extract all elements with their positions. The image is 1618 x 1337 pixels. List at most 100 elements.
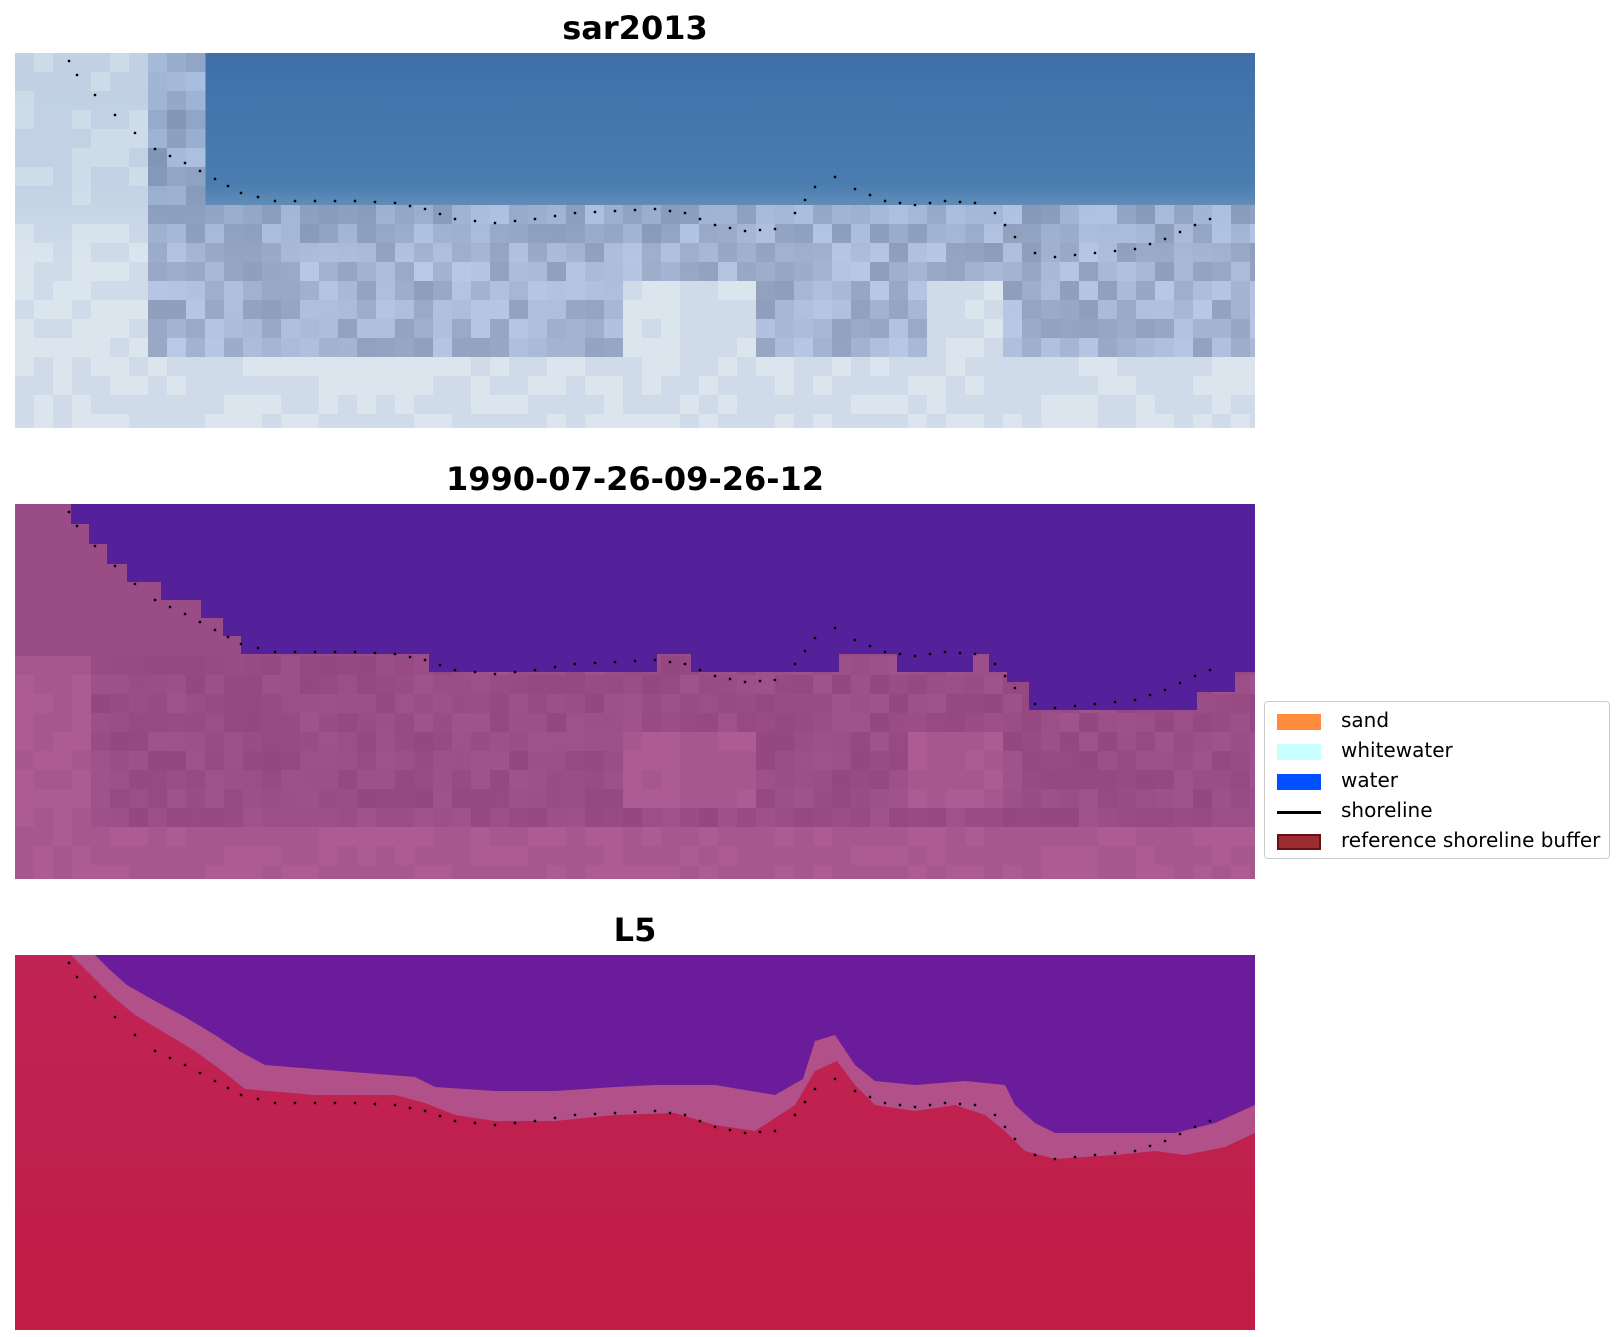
- raster-cell: [642, 243, 662, 263]
- raster-cell: [262, 770, 282, 790]
- raster-cell: [243, 770, 263, 790]
- shoreline-dot: [553, 1116, 557, 1120]
- raster-cell: [148, 827, 168, 847]
- raster-cell: [794, 281, 814, 301]
- raster-cell: [262, 732, 282, 752]
- raster-cell: [186, 395, 206, 415]
- raster-cell: [661, 376, 681, 396]
- raster-cell: [661, 414, 681, 428]
- raster-cell: [642, 338, 662, 358]
- raster-cell: [91, 338, 111, 358]
- raster-cell: [34, 865, 54, 879]
- raster-cell: [528, 376, 548, 396]
- raster-cell: [186, 148, 206, 168]
- raster-cell: [509, 675, 529, 695]
- raster-cell: [471, 338, 491, 358]
- raster-cell: [1193, 732, 1213, 752]
- raster-cell: [851, 262, 871, 282]
- raster-cell: [604, 751, 624, 771]
- raster-cell: [851, 656, 871, 676]
- raster-cell: [1250, 376, 1255, 396]
- raster-cell: [72, 91, 92, 111]
- raster-cell: [661, 319, 681, 339]
- raster-cell: [1098, 789, 1118, 809]
- raster-cell: [1193, 789, 1213, 809]
- raster-cell: [984, 675, 1004, 695]
- raster-cell: [338, 224, 358, 244]
- raster-cell: [53, 129, 73, 149]
- raster-cell: [357, 357, 377, 377]
- shoreline-dot: [1033, 1153, 1037, 1157]
- raster-cell: [1136, 865, 1156, 879]
- raster-cell: [680, 414, 700, 428]
- raster-cell: [148, 694, 168, 714]
- raster-cell: [832, 846, 852, 866]
- raster-cell: [870, 281, 890, 301]
- raster-cell: [1117, 751, 1137, 771]
- raster-cell: [243, 281, 263, 301]
- raster-cell: [889, 338, 909, 358]
- panel-title-2: 1990-07-26-09-26-12: [445, 460, 825, 498]
- shoreline-dot: [273, 650, 277, 654]
- raster-cell: [984, 789, 1004, 809]
- raster-cell: [737, 732, 757, 752]
- raster-cell: [15, 186, 35, 206]
- raster-cell: [528, 262, 548, 282]
- raster-cell: [813, 789, 833, 809]
- raster-cell: [566, 281, 586, 301]
- raster-cell: [889, 376, 909, 396]
- raster-cell: [1003, 770, 1023, 790]
- shoreline-dot: [183, 1063, 187, 1067]
- raster-cell: [851, 827, 871, 847]
- raster-cell: [224, 713, 244, 733]
- raster-cell: [1079, 789, 1099, 809]
- raster-cell: [300, 205, 320, 225]
- raster-cell: [1022, 789, 1042, 809]
- raster-cell: [813, 808, 833, 828]
- raster-cell: [604, 205, 624, 225]
- raster-cell: [15, 53, 35, 73]
- raster-cell: [148, 224, 168, 244]
- shoreline-dot: [1133, 698, 1137, 702]
- raster-cell: [1003, 281, 1023, 301]
- raster-cell: [908, 846, 928, 866]
- raster-cell: [319, 262, 339, 282]
- raster-cell: [1155, 319, 1175, 339]
- raster-cell: [1060, 713, 1080, 733]
- raster-cell: [946, 395, 966, 415]
- raster-cell: [15, 319, 35, 339]
- raster-cell: [794, 243, 814, 263]
- raster-cell: [452, 865, 472, 879]
- raster-cell: [794, 414, 814, 428]
- raster-cell: [395, 694, 415, 714]
- shoreline-dot: [168, 605, 172, 609]
- raster-cell: [224, 338, 244, 358]
- raster-cell: [604, 865, 624, 879]
- raster-cell: [1041, 376, 1061, 396]
- raster-cell: [1098, 808, 1118, 828]
- raster-cell: [984, 808, 1004, 828]
- raster-cell: [433, 376, 453, 396]
- raster-cell: [300, 751, 320, 771]
- raster-cell: [186, 129, 206, 149]
- raster-cell: [965, 281, 985, 301]
- raster-cell: [53, 338, 73, 358]
- shoreline-dot: [1033, 251, 1037, 255]
- shoreline-dot: [256, 195, 260, 199]
- raster-cell: [965, 205, 985, 225]
- raster-cell: [490, 319, 510, 339]
- raster-cell: [1060, 262, 1080, 282]
- raster-cell: [110, 827, 130, 847]
- raster-cell: [338, 694, 358, 714]
- raster-cell: [1231, 205, 1251, 225]
- raster-cell: [15, 300, 35, 320]
- raster-cell: [851, 751, 871, 771]
- raster-cell: [414, 205, 434, 225]
- raster-cell: [1060, 357, 1080, 377]
- raster-cell: [452, 751, 472, 771]
- shoreline-dot: [553, 665, 557, 669]
- raster-cell: [34, 770, 54, 790]
- raster-cell: [167, 110, 187, 130]
- shoreline-dot: [183, 161, 187, 165]
- raster-cell: [91, 694, 111, 714]
